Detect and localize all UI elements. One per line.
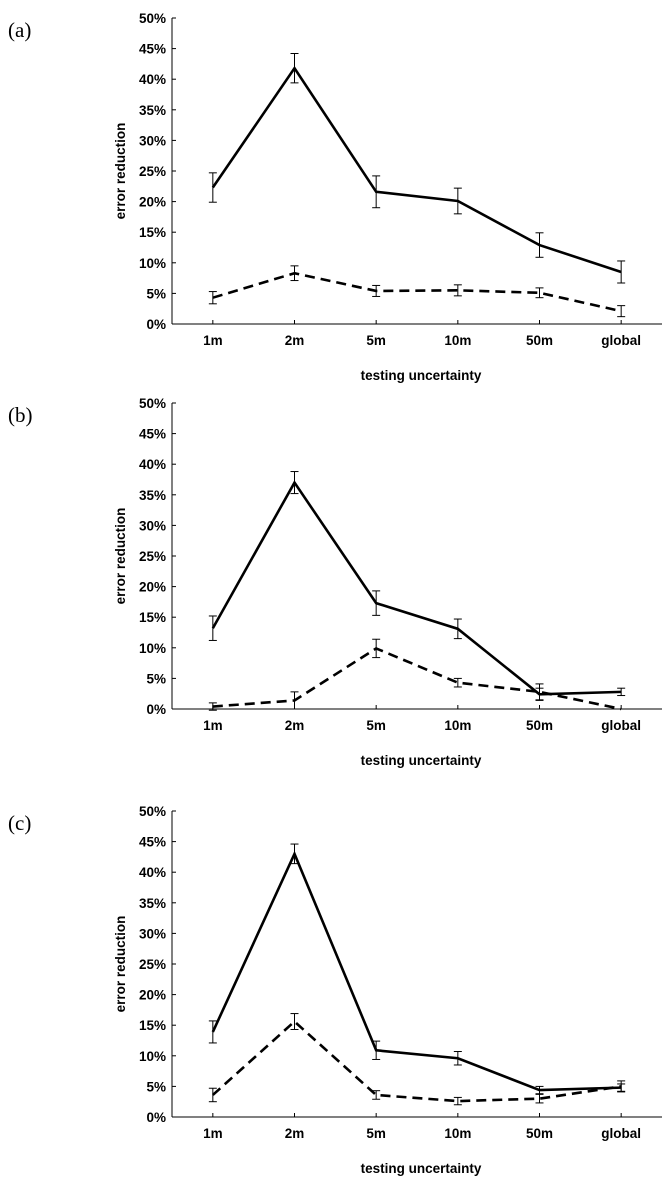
y-tick-label: 35% <box>139 103 166 118</box>
chart-b: 0% 5% 10% 15% 20% 25% 30% 35% 40% 45% 50% 1m 2m 5m 10m… <box>113 396 662 768</box>
x-tick-label: 2m <box>285 718 305 733</box>
y-axis-title: error reduction <box>113 123 128 220</box>
y-tick-label: 10% <box>139 641 166 656</box>
series-line-solid <box>211 850 622 1092</box>
x-tick-label: 50m <box>526 1126 553 1141</box>
series-line-dashed <box>212 646 622 711</box>
panel-label: (c) <box>8 811 32 835</box>
y-tick-label: 15% <box>139 225 166 240</box>
panel-a: (a) 0% 5% 10% 15% 20% 25% 30% 35% 40% 45% 50% 1m 2m 5… <box>0 0 662 383</box>
x-axis-title: testing uncertainty <box>361 753 482 768</box>
y-tick-label: 20% <box>139 988 166 1003</box>
y-tick-label: 30% <box>139 518 166 533</box>
y-tick-label: 20% <box>139 580 166 595</box>
chart-c: 0% 5% 10% 15% 20% 25% 30% 35% 40% 45% 50% 1m 2m 5m 10m… <box>113 804 662 1176</box>
y-tick-label: 50% <box>139 804 166 819</box>
y-tick-label: 0% <box>146 1110 166 1125</box>
series-line-dashed <box>212 271 622 313</box>
y-tick-label: 0% <box>146 317 166 332</box>
y-tick-label: 15% <box>139 1018 166 1033</box>
y-tick-label: 25% <box>139 549 166 564</box>
panel-b: (b) 0% 5% 10% 15% 20% 25% 30% 35% 40% 45% 50% 1m 2m 5… <box>0 385 662 768</box>
y-tick-label: 0% <box>146 702 166 717</box>
y-tick-label: 25% <box>139 957 166 972</box>
y-tick-label: 15% <box>139 610 166 625</box>
chart-a: 0% 5% 10% 15% 20% 25% 30% 35% 40% 45% 50% 1m 2m 5m 10m… <box>113 11 662 383</box>
y-tick-label: 45% <box>139 835 166 850</box>
x-axis-title: testing uncertainty <box>361 1161 482 1176</box>
y-tick-label: 45% <box>139 42 166 57</box>
y-tick-label: 20% <box>139 195 166 210</box>
panel-label: (a) <box>8 18 32 42</box>
y-tick-label: 5% <box>146 1079 166 1094</box>
x-tick-label: 1m <box>203 333 223 348</box>
x-axis-title: testing uncertainty <box>361 368 482 383</box>
x-tick-label: 10m <box>444 1126 471 1141</box>
y-tick-label: 10% <box>139 256 166 271</box>
series-line-solid <box>211 65 622 274</box>
y-tick-label: 10% <box>139 1049 166 1064</box>
y-tick-label: 50% <box>139 11 166 26</box>
x-tick-label: 50m <box>526 718 553 733</box>
x-tick-label: global <box>601 333 641 348</box>
y-tick-label: 50% <box>139 396 166 411</box>
y-tick-label: 35% <box>139 488 166 503</box>
x-tick-label: 1m <box>203 718 223 733</box>
x-tick-label: 5m <box>366 333 386 348</box>
y-tick-label: 35% <box>139 896 166 911</box>
y-tick-label: 5% <box>146 671 166 686</box>
y-axis-title: error reduction <box>113 916 128 1013</box>
x-tick-label: 5m <box>366 1126 386 1141</box>
y-tick-label: 40% <box>139 457 166 472</box>
x-tick-label: global <box>601 718 641 733</box>
panel-label: (b) <box>8 403 33 427</box>
y-tick-label: 45% <box>139 427 166 442</box>
x-tick-label: 5m <box>366 718 386 733</box>
x-tick-label: 10m <box>444 333 471 348</box>
y-tick-label: 40% <box>139 72 166 87</box>
x-tick-label: 2m <box>285 1126 305 1141</box>
x-tick-label: 10m <box>444 718 471 733</box>
y-axis-title: error reduction <box>113 508 128 605</box>
y-tick-label: 30% <box>139 926 166 941</box>
x-tick-label: 1m <box>203 1126 223 1141</box>
y-tick-label: 25% <box>139 164 166 179</box>
y-tick-label: 30% <box>139 133 166 148</box>
x-tick-label: 50m <box>526 333 553 348</box>
panel-c: (c) 0% 5% 10% 15% 20% 25% 30% 35% 40% 45% 50% 1m 2m 5… <box>0 793 662 1176</box>
series-line-solid <box>211 480 622 696</box>
y-tick-label: 40% <box>139 865 166 880</box>
y-tick-label: 5% <box>146 286 166 301</box>
x-tick-label: global <box>601 1126 641 1141</box>
x-tick-label: 2m <box>285 333 305 348</box>
series-line-dashed <box>211 1019 622 1103</box>
